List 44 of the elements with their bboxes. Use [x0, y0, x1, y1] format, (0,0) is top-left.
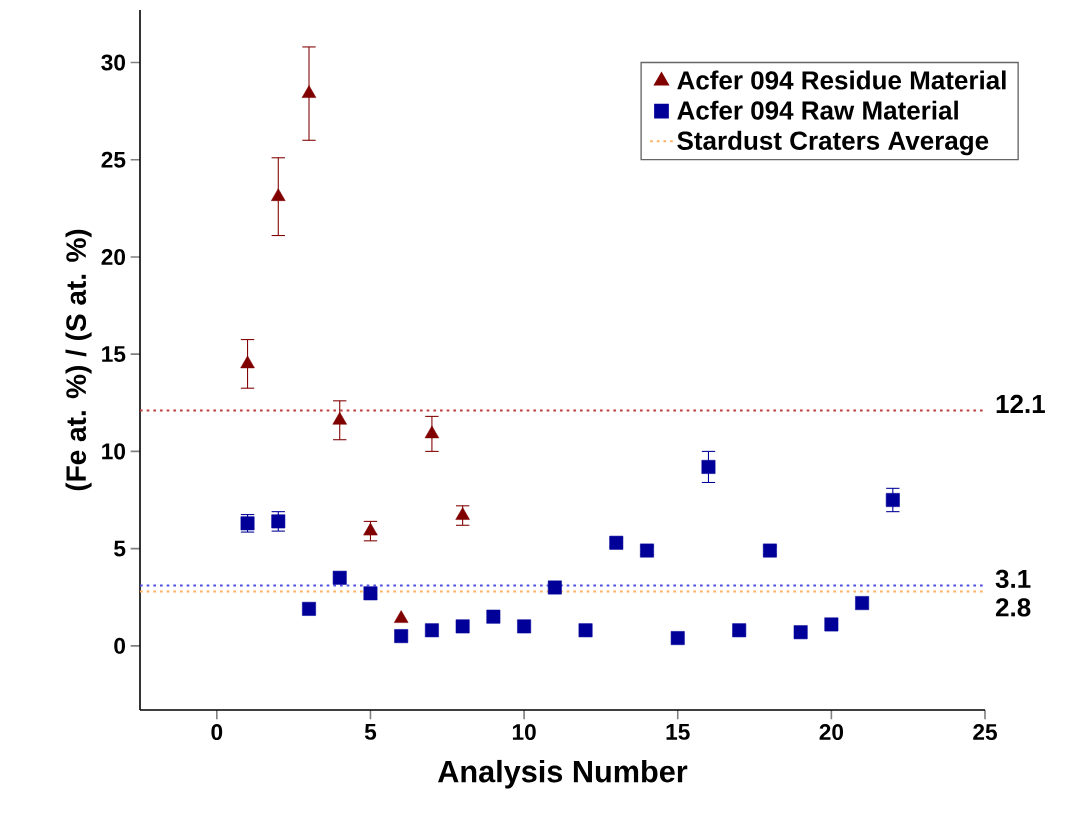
- x-tick-label: 25: [973, 724, 997, 741]
- point: [885, 493, 900, 507]
- x-tick-label: 15: [666, 724, 690, 740]
- point: [824, 617, 839, 632]
- x-tick-label: 10: [512, 724, 536, 741]
- legend-label: Acfer 094 Raw Material: [677, 100, 958, 120]
- point: [271, 188, 286, 201]
- y-tick-label: 10: [102, 443, 126, 460]
- x-axis-title: Analysis Number: [438, 759, 688, 789]
- point: [302, 601, 316, 616]
- x-tick-label: 20: [819, 724, 844, 741]
- point: [363, 586, 378, 601]
- point: [424, 623, 439, 638]
- point: [732, 623, 747, 638]
- point: [394, 629, 409, 644]
- point: [332, 570, 347, 585]
- point: [670, 631, 685, 645]
- y-tick-label: 5: [114, 540, 126, 557]
- point: [793, 625, 808, 640]
- point: [578, 623, 593, 638]
- point: [486, 609, 501, 624]
- point: [240, 355, 255, 369]
- y-tick-label: 0: [114, 637, 126, 654]
- y-tick-label: 20: [101, 248, 126, 265]
- y-axis-title: (Fe at. %) / (S at. %): [65, 229, 92, 491]
- point: [855, 596, 870, 610]
- point: [640, 543, 654, 558]
- point: [424, 425, 440, 439]
- point: [701, 460, 716, 474]
- point: [547, 580, 562, 595]
- point: [455, 619, 470, 634]
- point: [332, 412, 347, 425]
- point: [301, 85, 317, 98]
- x-tick-label: 0: [211, 724, 223, 741]
- ref-line-label: 12.1: [996, 394, 1045, 413]
- y-tick-label: 15: [102, 346, 126, 363]
- y-tick-label: 30: [101, 54, 126, 71]
- point: [517, 619, 532, 634]
- legend-label: Stardust Craters Average: [677, 130, 989, 156]
- legend-label: Acfer 094 Residue Material: [677, 70, 1006, 90]
- y-tick-label: 25: [101, 151, 126, 168]
- annotation: 2.8: [995, 598, 1031, 617]
- ref-line-label: 3.1: [995, 569, 1031, 589]
- x-tick-label: 5: [364, 724, 377, 740]
